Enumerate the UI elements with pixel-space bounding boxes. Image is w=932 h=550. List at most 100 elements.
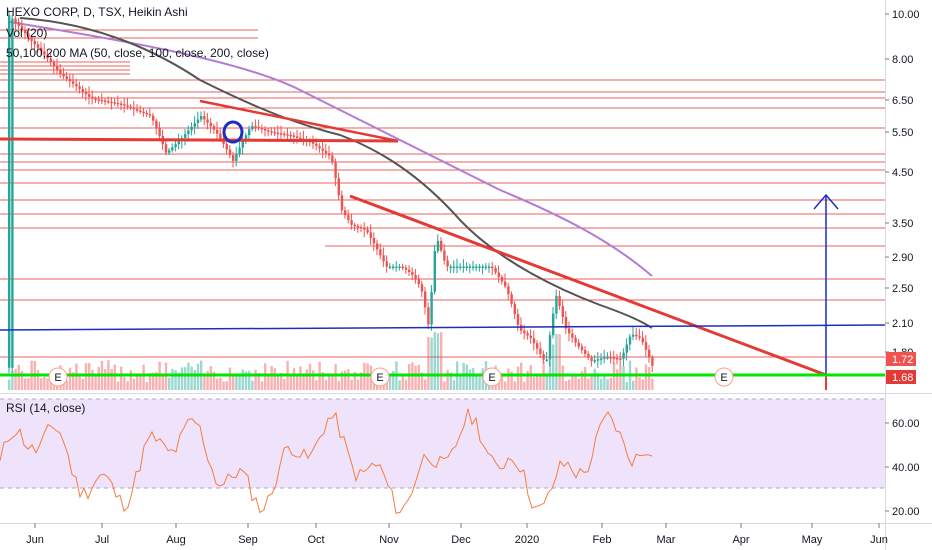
volume-bar xyxy=(366,363,369,390)
volume-bar xyxy=(526,370,529,390)
volume-bar xyxy=(334,364,337,390)
volume-bar xyxy=(161,376,164,390)
volume-bar xyxy=(91,369,94,390)
candle-body xyxy=(11,18,14,368)
candle-body xyxy=(568,328,571,334)
downtrend-line-main xyxy=(349,194,827,377)
volume-bar xyxy=(545,375,548,390)
candle-body xyxy=(27,33,30,38)
earnings-marker[interactable]: E xyxy=(482,367,502,387)
volume-bar xyxy=(347,369,350,390)
candle-body xyxy=(622,352,625,359)
volume-bar xyxy=(155,372,158,390)
candle-body xyxy=(104,100,107,102)
rsi-band xyxy=(0,399,885,488)
time-tick-label: Feb xyxy=(593,534,612,546)
candle-body xyxy=(420,284,424,292)
volume-legend[interactable]: Vol (20) xyxy=(6,26,48,40)
rsi-tick-label: 20.00 xyxy=(892,506,920,518)
volume-bar xyxy=(398,380,401,390)
candle-body xyxy=(36,44,40,48)
candle-body xyxy=(129,106,132,109)
candle-body xyxy=(353,224,356,227)
volume-bar xyxy=(561,365,564,390)
volume-bar xyxy=(65,380,68,390)
volume-bar xyxy=(228,367,232,390)
horizontal-levels xyxy=(0,29,885,358)
volume-bar xyxy=(209,366,212,390)
volume-bar xyxy=(593,368,596,390)
ma-legend[interactable]: 50,100,200 MA (50, close, 100, close, 20… xyxy=(6,46,269,60)
candle-body xyxy=(65,76,68,79)
volume-bar xyxy=(644,364,648,390)
candle-body xyxy=(638,336,641,338)
candle-body xyxy=(56,65,59,70)
volume-bar xyxy=(638,377,641,390)
candle-body xyxy=(315,143,318,147)
svg-text:E: E xyxy=(720,372,727,384)
time-tick-label: Oct xyxy=(307,534,324,546)
earnings-marker[interactable]: E xyxy=(370,367,390,387)
candle-body xyxy=(184,134,187,138)
candle-body xyxy=(625,344,628,353)
candle-body xyxy=(312,141,315,144)
price-tick-label: 2.50 xyxy=(892,283,913,295)
price-tick-label: 2.90 xyxy=(892,252,913,264)
volume-bar xyxy=(616,369,619,390)
price-axis[interactable]: 10.008.006.505.504.503.502.902.502.101.8… xyxy=(885,9,920,359)
candle-body xyxy=(539,348,542,355)
candle-body xyxy=(286,134,289,136)
candle-body xyxy=(216,129,219,134)
time-tick-label: Aug xyxy=(166,534,186,546)
rsi-legend[interactable]: RSI (14, close) xyxy=(6,401,86,415)
candle-body xyxy=(475,266,478,269)
volume-bar xyxy=(216,378,219,390)
symbol-legend[interactable]: HEXO CORP, D, TSX, Heikin Ashi xyxy=(6,5,188,19)
volume-bar xyxy=(148,373,152,390)
volume-bar xyxy=(350,379,353,390)
target-arrow-head xyxy=(813,193,839,210)
time-tick-label: Apr xyxy=(732,534,749,546)
rsi-line xyxy=(0,408,653,514)
candle-body xyxy=(452,266,456,269)
candle-body xyxy=(238,147,241,155)
candle-body xyxy=(651,357,654,366)
candle-body xyxy=(17,22,20,26)
volume-bar xyxy=(536,375,539,390)
volume-bar xyxy=(43,376,46,390)
candle-body xyxy=(14,18,17,23)
candle-body xyxy=(52,62,56,66)
rsi-tick-label: 40.00 xyxy=(892,462,920,474)
candle-body xyxy=(446,260,449,267)
candle-body xyxy=(456,266,459,269)
candle-body xyxy=(616,357,619,360)
ma-100-line xyxy=(19,17,653,329)
candle-body xyxy=(433,251,436,292)
volume-bar xyxy=(328,376,331,390)
earnings-marker[interactable]: E xyxy=(714,367,734,387)
volume-bar xyxy=(276,373,280,390)
volume-bar xyxy=(625,381,628,390)
volume-bar xyxy=(632,380,635,390)
rsi-axis[interactable]: 60.00 40.00 20.00 xyxy=(885,418,920,518)
price-tick-label: 8.00 xyxy=(892,54,913,66)
candle-body xyxy=(606,357,609,359)
candle-body xyxy=(404,267,408,270)
time-axis[interactable]: Jun Jul Aug Sep Oct Nov Dec 2020 Feb Mar Apr May Jun xyxy=(26,523,888,546)
volume-bar xyxy=(203,373,206,390)
volume-bar xyxy=(14,369,17,390)
volume-bar xyxy=(504,381,507,390)
time-tick-label: 2020 xyxy=(515,534,539,546)
candle-body xyxy=(241,141,244,148)
price-tick-label: 5.50 xyxy=(892,127,913,139)
candle-body xyxy=(251,125,254,130)
volume-bar xyxy=(580,371,584,390)
candle-body xyxy=(267,130,270,132)
candle-body xyxy=(203,116,206,120)
earnings-marker[interactable]: E xyxy=(48,367,68,387)
candle-body xyxy=(260,128,264,130)
candle-body xyxy=(609,357,612,359)
volume-bar xyxy=(574,376,577,390)
volume-bar xyxy=(308,363,312,390)
volume-bar xyxy=(136,375,139,390)
